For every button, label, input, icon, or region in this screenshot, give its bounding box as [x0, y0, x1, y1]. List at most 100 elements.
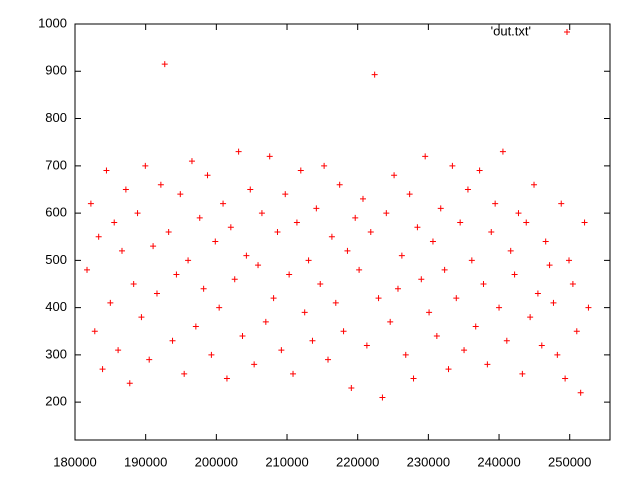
- point: [480, 281, 487, 287]
- point: [507, 247, 514, 254]
- x-tick-label: 250000: [548, 454, 591, 469]
- point: [437, 205, 444, 212]
- point: [130, 281, 137, 287]
- point: [367, 229, 374, 235]
- y-tick-label: 400: [45, 299, 67, 314]
- point: [340, 328, 347, 335]
- point: [157, 181, 164, 188]
- point: [99, 366, 106, 373]
- point: [464, 186, 471, 193]
- point: [527, 314, 534, 321]
- y-tick-label: 500: [45, 252, 67, 267]
- point: [472, 323, 479, 330]
- point: [122, 186, 129, 193]
- point: [449, 162, 456, 169]
- point: [519, 370, 526, 377]
- point: [558, 200, 565, 207]
- y-tick-label: 200: [45, 394, 67, 409]
- point: [208, 351, 215, 358]
- point: [585, 304, 592, 311]
- point: [321, 162, 328, 169]
- point: [538, 342, 545, 349]
- point: [422, 153, 429, 160]
- point: [185, 257, 192, 264]
- x-tick-label: 180000: [53, 454, 96, 469]
- point: [192, 323, 199, 330]
- point: [309, 337, 316, 344]
- point: [231, 276, 238, 283]
- point: [453, 295, 460, 302]
- point: [227, 224, 234, 231]
- point: [511, 271, 518, 278]
- point: [348, 385, 355, 391]
- point: [406, 191, 413, 198]
- point: [531, 181, 538, 188]
- point: [297, 167, 304, 174]
- point: [301, 309, 308, 316]
- point: [402, 351, 409, 358]
- point: [220, 200, 227, 207]
- point: [371, 71, 378, 78]
- point: [394, 285, 401, 292]
- point: [282, 191, 289, 198]
- x-tick-label: 240000: [477, 454, 520, 469]
- point: [336, 181, 343, 188]
- point: [266, 153, 273, 160]
- point: [499, 148, 506, 155]
- point: [581, 219, 588, 226]
- point: [426, 309, 433, 316]
- y-tick-label: 900: [45, 63, 67, 78]
- legend-marker: [564, 29, 570, 35]
- point: [262, 318, 269, 325]
- point: [239, 333, 246, 339]
- point: [251, 361, 258, 368]
- point: [216, 304, 223, 311]
- point: [375, 295, 382, 302]
- point: [414, 224, 421, 231]
- point: [457, 219, 464, 226]
- point: [87, 200, 94, 207]
- point: [488, 229, 495, 235]
- point: [107, 299, 114, 306]
- point: [566, 257, 573, 264]
- point: [173, 271, 180, 278]
- point: [103, 167, 110, 174]
- point: [243, 252, 250, 259]
- point: [445, 366, 452, 373]
- point: [247, 186, 254, 193]
- y-tick-label: 600: [45, 205, 67, 220]
- legend-label: 'out.txt': [491, 23, 531, 38]
- point: [332, 299, 339, 306]
- y-tick-label: 300: [45, 346, 67, 361]
- point: [429, 238, 436, 245]
- point: [503, 337, 510, 344]
- point: [95, 233, 102, 240]
- point: [305, 257, 312, 264]
- point: [379, 394, 386, 401]
- point: [196, 214, 203, 221]
- point: [328, 233, 335, 240]
- point: [441, 266, 448, 273]
- point: [387, 318, 394, 325]
- x-tick-label: 220000: [336, 454, 379, 469]
- point: [286, 271, 293, 278]
- point: [461, 347, 468, 354]
- point: [363, 342, 370, 349]
- point: [484, 361, 491, 368]
- point: [496, 304, 503, 311]
- x-tick-label: 210000: [265, 454, 308, 469]
- point: [84, 266, 91, 273]
- point: [359, 195, 366, 202]
- point: [418, 276, 425, 283]
- point: [468, 257, 475, 264]
- point: [344, 247, 351, 254]
- point: [153, 290, 160, 297]
- x-tick-label: 200000: [195, 454, 238, 469]
- point: [293, 219, 300, 226]
- point: [150, 243, 157, 250]
- point: [258, 210, 265, 217]
- point: [134, 210, 141, 217]
- point: [313, 205, 320, 212]
- point: [476, 167, 483, 174]
